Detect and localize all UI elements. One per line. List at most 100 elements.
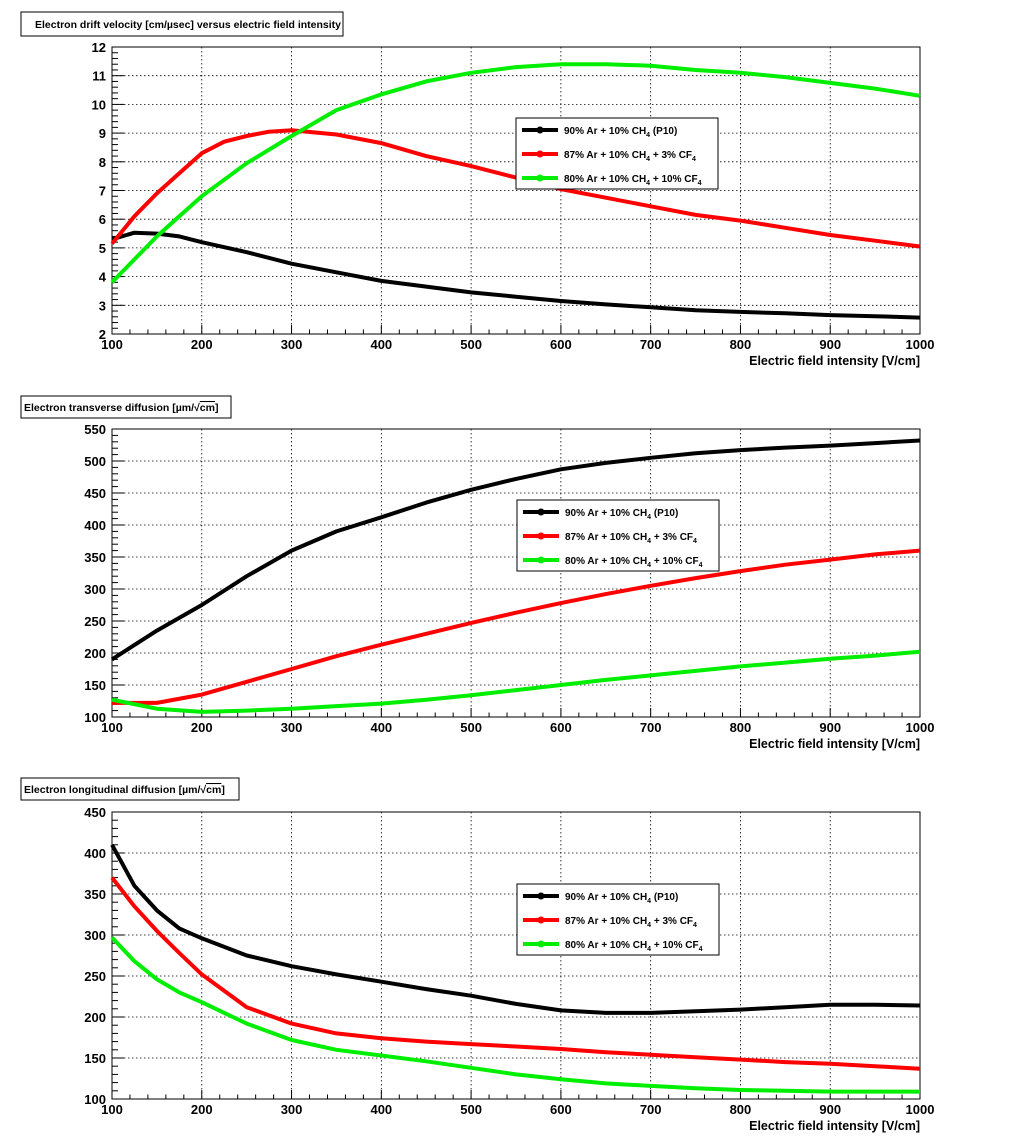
series-line-3 <box>111 649 921 714</box>
plot-frame <box>111 428 921 718</box>
y-tick-label: 200 <box>84 646 106 661</box>
x-tick-label: 700 <box>640 1102 662 1117</box>
title-box <box>20 11 344 37</box>
y-tick-label: 10 <box>92 97 106 112</box>
series-line-3 <box>110 936 920 1094</box>
x-tick-label: 100 <box>101 720 123 735</box>
x-tick-label: 100 <box>101 1102 123 1117</box>
x-tick-label: 700 <box>640 720 662 735</box>
legend-marker <box>536 174 544 182</box>
chart-panel-1: 100 200 300 400 500 600 700 800 900 1000 2 3 4 5 6 7 8 9 1… <box>20 11 935 368</box>
y-tick-label: 300 <box>84 582 106 597</box>
x-tick-label: 900 <box>819 1102 841 1117</box>
x-tick-label: 500 <box>460 720 482 735</box>
legend-marker <box>536 150 544 158</box>
y-tick-label: 2 <box>99 327 106 342</box>
grid <box>112 812 920 1099</box>
y-tick-label: 550 <box>84 422 106 437</box>
x-tick-label: 200 <box>191 337 213 352</box>
x-tick-label: 400 <box>370 720 392 735</box>
x-tick-label: 900 <box>819 720 841 735</box>
x-tick-label: 100 <box>101 337 123 352</box>
x-axis-label: Electric field intensity [V/cm] <box>749 1119 920 1133</box>
y-tick-label: 150 <box>84 678 106 693</box>
x-tick-label: 600 <box>550 1102 572 1117</box>
legend-label: 80% Ar + 10% CH4 + 10% CF4 <box>565 940 703 953</box>
chart-panel-3: 100 200 300 400 500 600 700 800 900 1000 100 150 200… <box>20 777 935 1133</box>
x-tick-label: 300 <box>281 720 303 735</box>
y-tick-label: 6 <box>99 212 106 227</box>
legend: 90% Ar + 10% CH4 (P10) 87% Ar + 10% CH4 +… <box>516 499 720 572</box>
y-tick-label: 250 <box>84 969 106 984</box>
legend: 90% Ar + 10% CH4 (P10) 87% Ar + 10% CH4 +… <box>516 883 720 956</box>
x-tick-label: 600 <box>550 337 572 352</box>
title-box <box>20 777 240 801</box>
legend-label: 80% Ar + 10% CH4 + 10% CF4 <box>565 556 703 569</box>
y-tick-label: 11 <box>92 69 106 84</box>
y-tick-label: 300 <box>84 928 106 943</box>
y-tick-label: 200 <box>84 1010 106 1025</box>
y-tick-label: 8 <box>99 155 106 170</box>
series-line-2 <box>110 876 921 1071</box>
y-tick-label: 250 <box>84 614 106 629</box>
y-tick-label: 500 <box>84 454 106 469</box>
x-tick-label: 900 <box>819 337 841 352</box>
legend: 90% Ar + 10% CH4 (P10) 87% Ar + 10% CH4 +… <box>515 117 719 190</box>
x-tick-label: 400 <box>370 337 392 352</box>
legend-marker <box>537 940 545 948</box>
x-tick-label: 800 <box>730 720 752 735</box>
y-tick-label: 400 <box>84 846 106 861</box>
y-tick-label: 400 <box>84 518 106 533</box>
legend-marker <box>537 532 545 540</box>
y-tick-label: 100 <box>84 710 106 725</box>
legend-marker <box>537 556 545 564</box>
legend-marker <box>537 916 545 924</box>
legend-marker <box>536 126 544 134</box>
series-line-1 <box>110 438 921 662</box>
legend-label: 87% Ar + 10% CH4 + 3% CF4 <box>565 916 697 929</box>
x-tick-label: 1000 <box>906 337 935 352</box>
x-tick-label: 700 <box>640 337 662 352</box>
x-tick-label: 300 <box>281 1102 303 1117</box>
chart-title: Electron drift velocity [cm/µsec] versus… <box>35 19 341 31</box>
y-tick-label: 12 <box>92 40 106 55</box>
series-line-2 <box>112 548 921 705</box>
x-axis-label: Electric field intensity [V/cm] <box>749 354 920 368</box>
axis-ticks <box>111 46 921 335</box>
y-tick-label: 5 <box>99 241 106 256</box>
y-tick-label: 100 <box>84 1092 106 1107</box>
y-tick-label: 3 <box>99 298 106 313</box>
x-tick-label: 200 <box>191 720 213 735</box>
y-tick-label: 4 <box>99 270 107 285</box>
y-tick-label: 350 <box>84 887 106 902</box>
legend-marker <box>537 508 545 516</box>
x-tick-label: 500 <box>460 337 482 352</box>
x-tick-label: 400 <box>370 1102 392 1117</box>
chart-panel-2: 100 200 300 400 500 600 700 800 900 1000 100 150 200… <box>20 395 935 751</box>
x-tick-label: 1000 <box>906 720 935 735</box>
plot-frame <box>111 811 921 1100</box>
legend-label: 87% Ar + 10% CH4 + 3% CF4 <box>565 532 697 545</box>
series-line-1 <box>110 843 921 1015</box>
y-tick-label: 450 <box>84 486 106 501</box>
chart-title: Electron longitudinal diffusion [µm/√cm] <box>24 784 225 796</box>
legend-label: 90% Ar + 10% CH4 (P10) <box>564 126 677 139</box>
chart-title: Electron transverse diffusion [µm/√cm] <box>24 402 218 414</box>
legend-marker <box>537 892 545 900</box>
legend-label: 90% Ar + 10% CH4 (P10) <box>565 892 678 905</box>
y-tick-label: 350 <box>84 550 106 565</box>
x-tick-label: 800 <box>730 337 752 352</box>
legend-label: 90% Ar + 10% CH4 (P10) <box>565 508 678 521</box>
y-tick-label: 150 <box>84 1051 106 1066</box>
x-tick-label: 600 <box>550 720 572 735</box>
legend-label: 87% Ar + 10% CH4 + 3% CF4 <box>564 150 696 163</box>
x-tick-label: 1000 <box>906 1102 935 1117</box>
x-axis-label: Electric field intensity [V/cm] <box>749 737 920 751</box>
y-tick-label: 7 <box>99 184 106 199</box>
legend-label: 80% Ar + 10% CH4 + 10% CF4 <box>564 174 702 187</box>
series-line-2 <box>110 128 921 249</box>
y-tick-label: 450 <box>84 805 106 820</box>
x-tick-label: 300 <box>281 337 303 352</box>
x-tick-label: 200 <box>191 1102 213 1117</box>
